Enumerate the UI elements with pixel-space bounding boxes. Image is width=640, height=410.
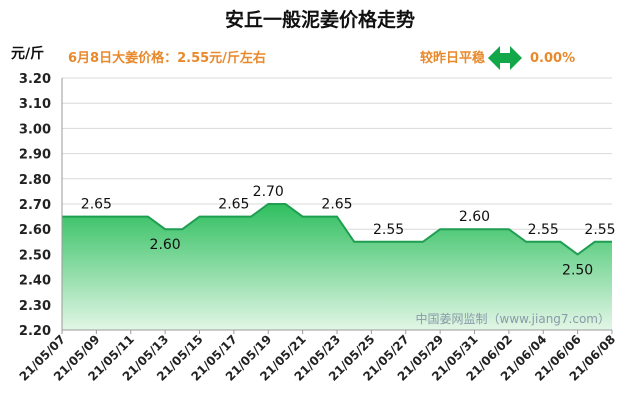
y-tick-label: 2.70	[19, 198, 51, 213]
data-label: 2.70	[253, 184, 284, 200]
data-label: 2.55	[373, 222, 404, 238]
watermark: 中国姜网监制（www.jiang7.com）	[416, 311, 610, 326]
data-label: 2.65	[218, 197, 249, 213]
y-tick-label: 2.50	[19, 248, 51, 263]
y-tick-label: 2.20	[19, 324, 51, 339]
series-area	[62, 203, 612, 330]
data-label: 2.55	[584, 222, 615, 238]
double-arrow-icon	[488, 46, 522, 70]
series-line	[62, 203, 612, 256]
chart-title: 安丘一般泥姜价格走势	[225, 8, 415, 31]
y-tick-label: 2.40	[19, 274, 51, 289]
y-tick-label: 3.20	[19, 72, 51, 87]
data-label: 2.55	[528, 222, 559, 238]
y-tick-label: 2.90	[19, 148, 51, 163]
y-tick-label: 2.60	[19, 223, 51, 238]
y-tick-label: 2.80	[19, 173, 51, 188]
data-label: 2.65	[321, 197, 352, 213]
data-labels: 2.652.602.652.702.652.552.602.552.502.55	[81, 184, 616, 278]
x-ticks: 21/05/0721/05/0921/05/1121/05/1321/05/15…	[17, 330, 618, 384]
y-tick-label: 3.10	[19, 97, 51, 112]
y-axis-unit: 元/斤	[11, 45, 44, 62]
area-fill	[62, 204, 612, 330]
y-tick-label: 3.00	[19, 122, 51, 137]
compare-label: 较昨日平稳	[420, 50, 485, 66]
data-label: 2.50	[562, 262, 593, 278]
change-percent: 0.00%	[530, 51, 575, 66]
price-note: 6月8日大姜价格：2.55元/斤左右	[68, 50, 266, 66]
y-tick-label: 2.30	[19, 299, 51, 314]
data-label: 2.60	[150, 237, 181, 253]
y-ticks: 2.20 2.30 2.40 2.50 2.60 2.70 2.80 2.90 3.00 3.10…	[19, 72, 51, 339]
data-label: 2.65	[81, 197, 112, 213]
data-label: 2.60	[459, 209, 490, 225]
